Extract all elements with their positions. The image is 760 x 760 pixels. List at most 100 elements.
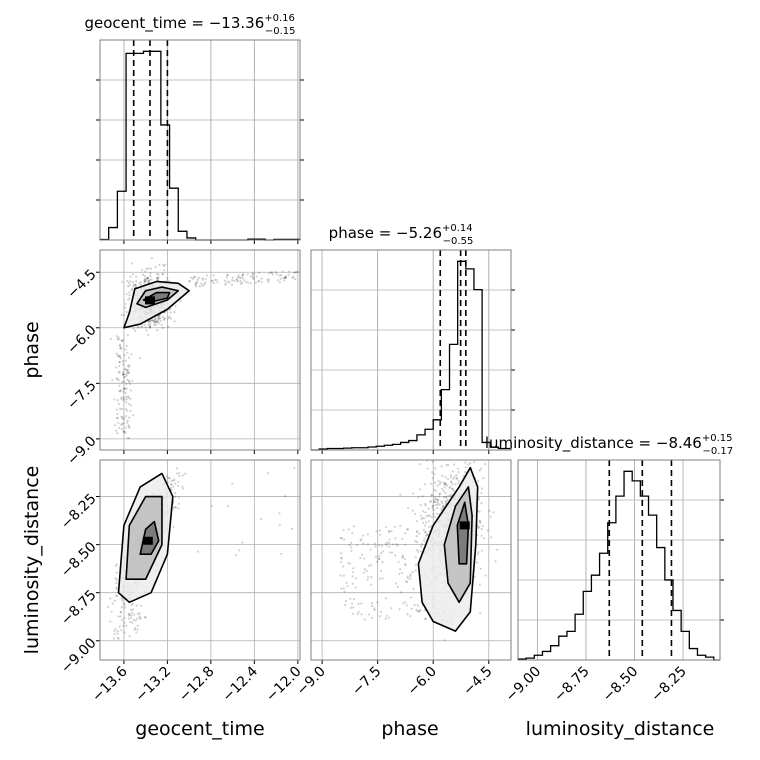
sample-point bbox=[177, 496, 181, 499]
sample-point bbox=[127, 298, 130, 301]
sample-point bbox=[128, 365, 131, 368]
sample-point bbox=[414, 563, 418, 566]
sample-point bbox=[115, 429, 118, 432]
sample-point bbox=[488, 509, 491, 512]
sample-point bbox=[128, 294, 131, 297]
sample-point bbox=[435, 498, 438, 501]
sample-point bbox=[376, 560, 379, 563]
sample-point bbox=[241, 541, 244, 544]
sample-point bbox=[127, 402, 130, 406]
sample-point bbox=[377, 557, 381, 560]
sample-point bbox=[176, 472, 179, 475]
sample-point bbox=[115, 578, 118, 582]
sample-point bbox=[284, 276, 287, 279]
sample-point bbox=[251, 272, 255, 275]
sample-point bbox=[147, 279, 150, 282]
sample-point bbox=[340, 557, 343, 560]
sample-point bbox=[370, 602, 374, 605]
sample-point bbox=[350, 546, 353, 549]
sample-point bbox=[442, 489, 445, 493]
sample-point bbox=[149, 320, 152, 323]
sample-point bbox=[115, 586, 118, 589]
panel-frame bbox=[517, 459, 721, 661]
sample-point bbox=[396, 585, 400, 588]
sample-point bbox=[340, 587, 343, 590]
sample-point bbox=[419, 514, 423, 517]
sample-point bbox=[126, 378, 129, 381]
sample-point bbox=[360, 538, 363, 541]
sample-point bbox=[146, 276, 149, 280]
sample-point bbox=[143, 277, 147, 280]
sample-point bbox=[284, 275, 288, 278]
sample-point bbox=[444, 495, 447, 498]
sample-point bbox=[134, 285, 138, 288]
sample-point bbox=[388, 545, 391, 548]
sample-point bbox=[135, 604, 138, 607]
sample-point bbox=[360, 613, 363, 616]
histogram-panel-luminosity_distance: luminosity_distance = −8.46+0.15 −0.17 bbox=[485, 433, 734, 661]
sample-point bbox=[126, 421, 129, 424]
sample-point bbox=[174, 482, 177, 485]
sample-point bbox=[111, 379, 114, 382]
sample-point bbox=[279, 277, 282, 280]
sample-point bbox=[168, 308, 171, 311]
sample-point bbox=[116, 354, 119, 357]
title-sub: −0.17 bbox=[703, 446, 734, 457]
sample-point bbox=[431, 460, 434, 463]
sample-point bbox=[163, 268, 166, 272]
sample-point bbox=[381, 550, 385, 553]
sample-point bbox=[116, 432, 119, 435]
scatter-panel-phase_vs_geocent_time bbox=[96, 249, 301, 454]
sample-point bbox=[422, 510, 425, 513]
sample-point bbox=[116, 416, 119, 420]
histogram-step-phase bbox=[311, 260, 512, 451]
sample-point bbox=[464, 461, 467, 464]
sample-point bbox=[125, 414, 128, 418]
sample-point bbox=[445, 500, 448, 503]
sample-point bbox=[146, 320, 150, 323]
sample-point bbox=[354, 586, 357, 589]
sample-point bbox=[346, 585, 349, 588]
sample-point bbox=[135, 631, 138, 634]
sample-point bbox=[116, 594, 119, 598]
sample-point bbox=[169, 483, 173, 486]
sample-point bbox=[473, 575, 476, 578]
sample-point bbox=[469, 462, 472, 465]
panel-content bbox=[107, 467, 296, 640]
density-peak bbox=[145, 296, 155, 305]
sample-point bbox=[352, 606, 355, 609]
sample-point bbox=[109, 337, 112, 340]
sample-point bbox=[225, 276, 228, 279]
sample-point bbox=[282, 277, 285, 280]
sample-point bbox=[139, 616, 142, 619]
sample-point bbox=[417, 550, 420, 553]
sample-point bbox=[476, 553, 479, 556]
sample-point bbox=[365, 569, 368, 573]
sample-point bbox=[393, 525, 397, 529]
sample-point bbox=[385, 597, 388, 600]
sample-point bbox=[413, 512, 417, 515]
sample-point bbox=[226, 280, 229, 283]
sample-point bbox=[123, 621, 126, 624]
sample-point bbox=[449, 493, 452, 496]
sample-point bbox=[138, 615, 141, 618]
sample-point bbox=[123, 430, 126, 433]
sample-point bbox=[159, 317, 162, 320]
scatter-panel-luminosity_distance_vs_geocent_time bbox=[96, 459, 301, 664]
sample-point bbox=[257, 280, 260, 283]
title-main: phase = −5.26 bbox=[329, 224, 442, 242]
sample-point bbox=[201, 278, 204, 281]
sample-point bbox=[433, 515, 436, 519]
sample-point bbox=[143, 279, 146, 282]
sample-point bbox=[226, 273, 229, 276]
sample-point bbox=[268, 272, 271, 275]
sample-point bbox=[117, 336, 120, 339]
sample-point bbox=[410, 596, 413, 599]
sample-point bbox=[116, 412, 119, 415]
sample-point bbox=[136, 624, 139, 627]
sample-point bbox=[127, 371, 131, 374]
sample-point bbox=[174, 304, 177, 308]
sample-point bbox=[194, 282, 197, 285]
sample-point bbox=[113, 632, 116, 636]
sample-point bbox=[436, 484, 439, 487]
